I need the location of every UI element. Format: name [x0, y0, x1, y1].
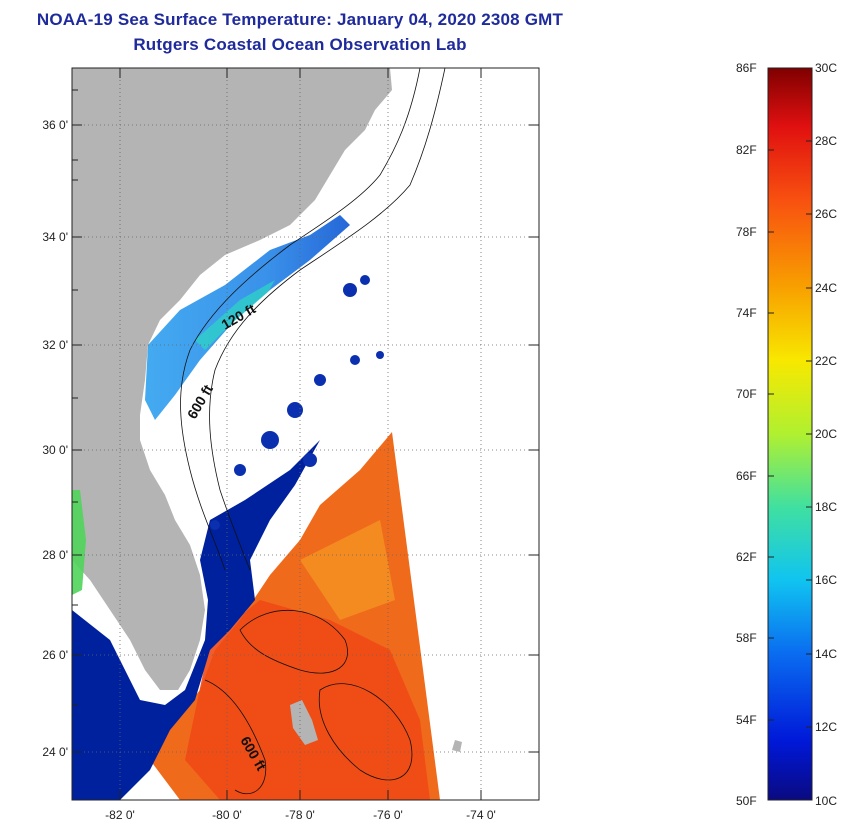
warm-water-patch: [300, 520, 395, 620]
coastal-cool-band: [145, 215, 350, 420]
lon-label-76: -76 0': [373, 808, 403, 822]
coastal-green-band: [195, 280, 275, 350]
land-mass: [72, 68, 392, 690]
axis-ticks: [72, 68, 539, 800]
colorbar-c-24: 24C: [815, 281, 838, 295]
colorbar-f-82: 82F: [736, 143, 757, 157]
lat-label-26: 26 0': [42, 648, 68, 662]
colorbar-c-20: 20C: [815, 427, 838, 441]
colorbar-f-66: 66F: [736, 469, 757, 483]
lat-label-34: 34 0': [42, 230, 68, 244]
colorbar-c-12: 12C: [815, 720, 838, 734]
colorbar-f-86: 86F: [736, 61, 757, 75]
title-line-2: Rutgers Coastal Ocean Observation Lab: [133, 35, 467, 54]
colorbar-f-74: 74F: [736, 306, 757, 320]
lon-label-74: -74 0': [466, 808, 496, 822]
colorbar-f-58: 58F: [736, 631, 757, 645]
colorbar-f-62: 62F: [736, 550, 757, 564]
colorbar-c-10: 10C: [815, 794, 838, 808]
lat-label-32: 32 0': [42, 338, 68, 352]
colorbar-f-78: 78F: [736, 225, 757, 239]
lat-label-28: 28 0': [42, 548, 68, 562]
cold-water-region: [72, 440, 320, 800]
colorbar-f-54: 54F: [736, 713, 757, 727]
depth-contours: [180, 68, 446, 795]
colorbar-c-14: 14C: [815, 647, 838, 661]
lon-label-82: -82 0': [105, 808, 135, 822]
colorbar-f-50: 50F: [736, 794, 757, 808]
cloud-gaps: [210, 275, 384, 530]
colorbar-c-30: 30C: [815, 61, 838, 75]
warm-water-hot: [185, 600, 430, 800]
title-line-1: NOAA-19 Sea Surface Temperature: January…: [36, 10, 564, 29]
map-frame: [71, 67, 540, 801]
lon-label-78: -78 0': [285, 808, 315, 822]
colorbar-ticks: [768, 140, 812, 728]
lon-label-80: -80 0': [212, 808, 242, 822]
colorbar-c-22: 22C: [815, 354, 838, 368]
colorbar-f-70: 70F: [736, 387, 757, 401]
colorbar-c-28: 28C: [815, 134, 838, 148]
colorbar-c-18: 18C: [815, 500, 838, 514]
lat-label-30: 30 0': [42, 443, 68, 457]
lat-label-36: 36 0': [42, 118, 68, 132]
colorbar-c-26: 26C: [815, 207, 838, 221]
lat-label-24: 24 0': [42, 745, 68, 759]
bahamas-land-2: [452, 740, 462, 752]
bahamas-land: [290, 700, 318, 745]
colorbar-c-16: 16C: [815, 573, 838, 587]
colorbar: [767, 67, 813, 801]
gulf-coast-warm: [72, 490, 86, 595]
